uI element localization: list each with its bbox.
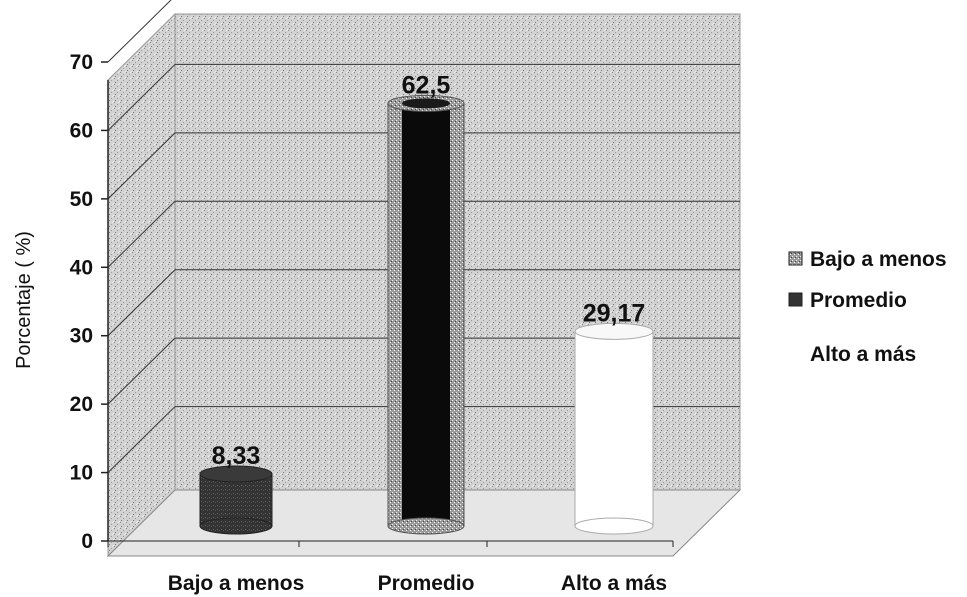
bar-top bbox=[199, 465, 273, 483]
legend: Bajo a menos Promedio Alto a más bbox=[788, 248, 947, 366]
legend-swatch bbox=[788, 251, 803, 266]
legend-label: Promedio bbox=[810, 289, 907, 312]
y-tick-label: 20 bbox=[70, 393, 93, 416]
legend-item: Promedio bbox=[788, 289, 907, 312]
bar bbox=[199, 465, 273, 535]
y-tick-label: 60 bbox=[70, 119, 93, 142]
legend-item: Bajo a menos bbox=[788, 248, 947, 271]
y-tick-label: 70 bbox=[70, 51, 93, 74]
bar-top-inner bbox=[402, 98, 450, 109]
legend-item: Alto a más bbox=[810, 343, 916, 366]
data-label: 29,17 bbox=[583, 299, 646, 327]
legend-swatch bbox=[788, 292, 803, 307]
legend-label: Bajo a menos bbox=[810, 248, 947, 271]
x-tick-label: Alto a más bbox=[561, 572, 667, 595]
x-axis: Bajo a menos Promedio Alto a más bbox=[107, 540, 674, 595]
gridline-side bbox=[107, 64, 176, 131]
y-axis: 0 10 20 30 40 50 60 70 bbox=[70, 51, 109, 553]
bar-base bbox=[574, 517, 654, 535]
data-label: 62,5 bbox=[402, 71, 451, 99]
bar bbox=[574, 322, 654, 535]
x-tick-label: Bajo a menos bbox=[168, 572, 305, 595]
side-wall bbox=[107, 12, 176, 558]
y-tick-label: 0 bbox=[81, 530, 93, 553]
bar-base bbox=[199, 517, 273, 535]
bar-top bbox=[574, 322, 654, 340]
y-tick-label: 40 bbox=[70, 256, 93, 279]
bar-base bbox=[387, 517, 465, 535]
legend-label: Alto a más bbox=[810, 343, 916, 366]
data-label: 8,33 bbox=[212, 442, 261, 470]
bar-body bbox=[574, 330, 654, 527]
gridline-side bbox=[107, 269, 176, 337]
y-tick-label: 50 bbox=[70, 188, 93, 211]
y-tick-label: 30 bbox=[70, 325, 93, 348]
data-labels: 8,33 62,5 29,17 bbox=[212, 71, 646, 470]
gridline-side bbox=[107, 200, 176, 268]
bar-body bbox=[402, 103, 450, 527]
x-tick-label: Promedio bbox=[378, 572, 475, 595]
bars bbox=[199, 94, 654, 535]
bar bbox=[387, 94, 465, 535]
gridline-side bbox=[107, 132, 176, 200]
y-tick-label: 10 bbox=[70, 462, 93, 485]
gridline-side bbox=[107, 0, 172, 63]
y-axis-title: Porcentaje ( %) bbox=[13, 231, 35, 369]
gridline-side bbox=[107, 337, 176, 405]
gridline-side bbox=[107, 406, 176, 473]
